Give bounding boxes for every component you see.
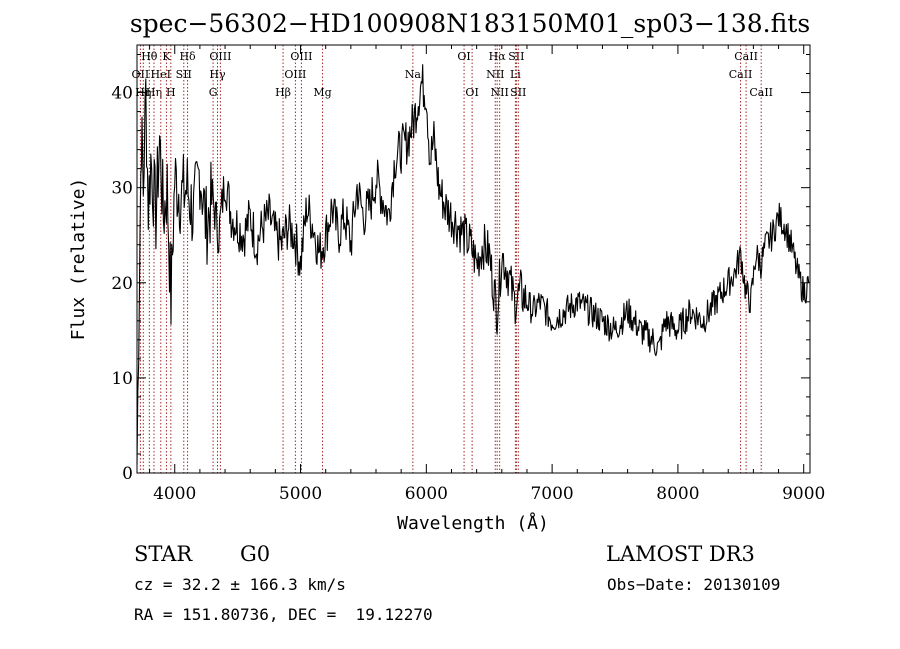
line-marker-label-16: Na: [405, 68, 422, 81]
line-marker-label-20: Hα: [489, 50, 507, 63]
spectrum-series: [136, 64, 810, 465]
line-marker-label-22: Li: [510, 68, 521, 81]
object-subclass: G0: [240, 542, 270, 566]
redshift-text: cz = 32.2 ± 166.3 km/s: [134, 575, 346, 594]
object-class: STAR: [134, 542, 193, 566]
y-tick-label-1: 10: [111, 369, 133, 389]
plot-frame: [136, 44, 811, 474]
line-marker-label-5: K: [162, 50, 171, 63]
x-tick-label-0: 4000: [153, 484, 196, 504]
x-tick-label-2: 6000: [405, 484, 448, 504]
line-marker-label-21: NII: [491, 86, 509, 99]
line-marker-label-4: HeI: [151, 68, 171, 81]
line-marker-label-10: Hγ: [209, 68, 226, 81]
line-marker-label-0: OII: [132, 68, 150, 81]
x-tick-label-5: 9000: [782, 484, 825, 504]
x-axis-ticks: 4000 5000 6000 7000 8000 9000: [149, 45, 825, 504]
line-marker-label-3: Hη: [146, 86, 162, 99]
spectral-line-markers: OIIHηHθHηHeIKHSIIHδGHγOIIIHβOIIIOIIIMgNa…: [132, 45, 773, 473]
y-axis-ticks: 0 10 20 30 40: [111, 54, 810, 484]
line-marker-label-13: OIII: [284, 68, 306, 81]
line-marker-label-26: CaII: [734, 50, 758, 63]
coordinates-text: RA = 151.80736, DEC = 19.12270: [134, 605, 433, 624]
line-marker-label-14: OIII: [290, 50, 312, 63]
x-tick-label-4: 8000: [656, 484, 699, 504]
y-tick-label-3: 30: [111, 179, 133, 199]
line-marker-label-19: NII: [486, 68, 504, 81]
line-marker-label-15: Mg: [313, 86, 331, 99]
line-marker-label-8: Hδ: [179, 50, 196, 63]
line-marker-label-2: Hθ: [141, 50, 158, 63]
line-marker-label-9: G: [209, 86, 218, 99]
line-marker-label-18: OI: [465, 86, 478, 99]
line-marker-label-6: H: [166, 86, 176, 99]
line-marker-label-11: OIII: [209, 50, 231, 63]
obs-date-text: Obs−Date: 20130109: [607, 575, 780, 594]
chart-title: spec−56302−HD100908N183150M01_sp03−138.f…: [130, 9, 810, 38]
spectrum-line: [136, 64, 810, 465]
line-marker-label-7: SII: [176, 68, 192, 81]
x-axis-label: Wavelength (Å): [397, 512, 549, 534]
line-marker-label-27: CaII: [749, 86, 773, 99]
line-marker-label-25: CaII: [729, 68, 753, 81]
line-marker-label-17: OI: [457, 50, 470, 63]
y-tick-label-4: 40: [111, 84, 133, 104]
line-marker-label-24: SII: [510, 86, 526, 99]
x-tick-label-1: 5000: [279, 484, 322, 504]
survey-name: LAMOST DR3: [606, 542, 755, 566]
y-tick-label-2: 20: [111, 274, 133, 294]
line-marker-label-12: Hβ: [275, 86, 291, 99]
line-marker-label-23: SII: [508, 50, 524, 63]
y-axis-label: Flux (relative): [68, 178, 89, 341]
y-tick-label-0: 0: [122, 464, 133, 484]
x-tick-label-3: 7000: [530, 484, 573, 504]
